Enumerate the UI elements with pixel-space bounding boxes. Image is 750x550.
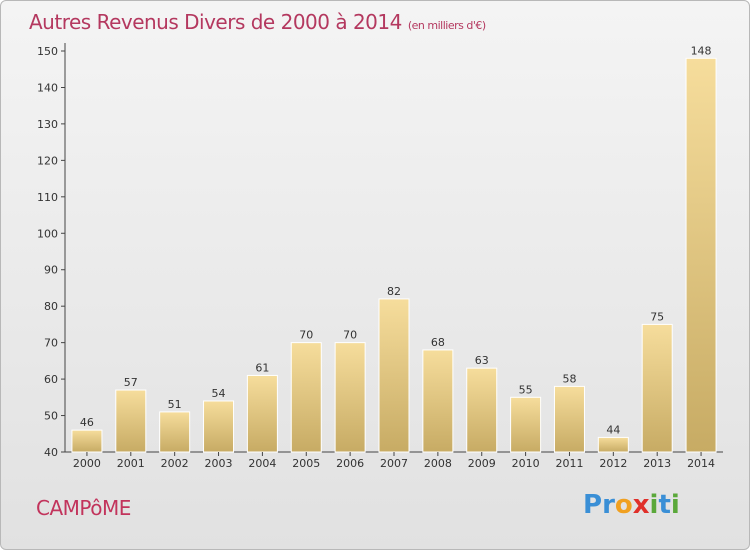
x-tick-label: 2010	[512, 457, 540, 470]
y-tick-label: 150	[37, 45, 58, 58]
bar	[553, 385, 585, 453]
bar	[334, 342, 366, 453]
x-tick-label: 2002	[161, 457, 189, 470]
y-tick-label: 100	[37, 227, 58, 240]
x-tick-label: 2004	[248, 457, 276, 470]
bar-value-label: 61	[255, 361, 269, 374]
bar-value-label: 57	[124, 376, 138, 389]
x-tick-label: 2007	[380, 457, 408, 470]
bar	[159, 411, 191, 453]
bar-value-label: 75	[650, 310, 664, 323]
y-tick-label: 80	[44, 300, 58, 313]
bar	[115, 389, 147, 453]
logo-letter: i	[670, 490, 680, 520]
logo-letter: o	[614, 490, 633, 520]
x-tick-label: 2012	[599, 457, 627, 470]
bar-value-label: 70	[343, 329, 357, 342]
y-tick-label: 110	[37, 191, 58, 204]
y-tick-label: 120	[37, 154, 58, 167]
x-tick-label: 2008	[424, 457, 452, 470]
x-tick-label: 2001	[117, 457, 145, 470]
y-tick-label: 140	[37, 81, 58, 94]
bar-value-label: 63	[475, 354, 489, 367]
x-tick-label: 2003	[205, 457, 233, 470]
y-tick-label: 40	[44, 446, 58, 459]
bar	[641, 323, 673, 453]
y-tick-label: 50	[44, 410, 58, 423]
bar	[422, 349, 454, 453]
y-tick-label: 70	[44, 337, 58, 350]
bar	[290, 342, 322, 453]
bar-value-label: 68	[431, 336, 445, 349]
bar	[466, 367, 498, 453]
bar-value-label: 44	[606, 423, 620, 436]
bar-value-label: 58	[562, 372, 576, 385]
bar	[203, 400, 235, 453]
bar	[378, 298, 410, 453]
logo-letter: P	[583, 490, 603, 520]
y-tick-label: 130	[37, 118, 58, 131]
chart-title-text: Autres Revenus Divers de 2000 à 2014	[29, 10, 402, 34]
y-tick-label: 90	[44, 264, 58, 277]
bar	[246, 374, 278, 453]
bar-value-label: 82	[387, 285, 401, 298]
y-tick-label: 60	[44, 373, 58, 386]
x-tick-label: 2011	[555, 457, 583, 470]
x-tick-label: 2000	[73, 457, 101, 470]
x-tick-label: 2009	[468, 457, 496, 470]
x-tick-label: 2013	[643, 457, 671, 470]
logo-letter: t	[658, 490, 671, 520]
chart-subtitle: (en milliers d'€)	[407, 19, 486, 32]
bar	[685, 57, 717, 453]
bar-value-label: 55	[519, 383, 533, 396]
bar-value-label: 46	[80, 416, 94, 429]
logo-letter: i	[649, 490, 659, 520]
bar	[597, 436, 629, 453]
x-tick-label: 2014	[687, 457, 715, 470]
bar-value-label: 51	[168, 398, 182, 411]
proxiti-logo: Proxiti	[583, 490, 680, 520]
x-tick-label: 2006	[336, 457, 364, 470]
bar	[510, 396, 542, 453]
commune-name: CAMPôME	[36, 496, 131, 520]
logo-letter: x	[632, 490, 650, 520]
bar-value-label: 70	[299, 329, 313, 342]
bar	[71, 429, 103, 453]
bar-value-label: 148	[691, 44, 712, 57]
logo-letter: r	[602, 490, 615, 520]
x-tick-label: 2005	[292, 457, 320, 470]
bar-value-label: 54	[212, 387, 226, 400]
chart-title: Autres Revenus Divers de 2000 à 2014 (en …	[29, 10, 486, 34]
